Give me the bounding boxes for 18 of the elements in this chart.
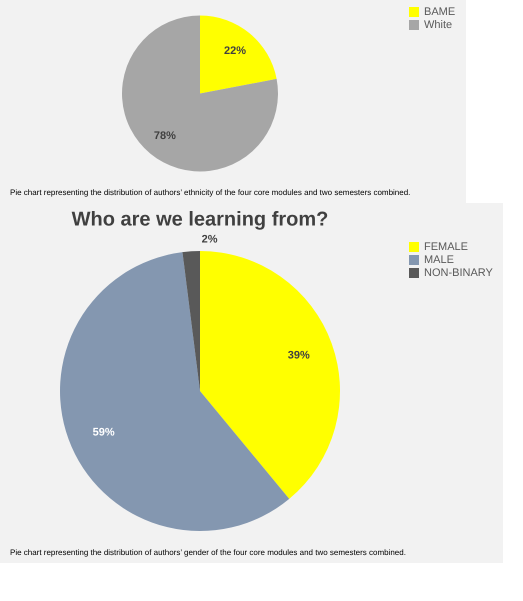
text: Pie chart representing the distribution of authors’ gender of the four core modules and two semesters combined.: [10, 548, 406, 557]
data-label: 39%: [288, 349, 310, 362]
pie-slice: [200, 16, 277, 94]
pie-slice: [182, 251, 200, 391]
pie-slice: [122, 16, 278, 172]
legend-label: FEMALE: [424, 241, 468, 253]
data-label: 78%: [154, 130, 176, 142]
legend-label: White: [424, 19, 452, 31]
data-label: 59%: [92, 426, 115, 439]
data-label: 2%: [202, 233, 218, 246]
legend-label: BAME: [424, 6, 456, 18]
legend-label: NON-BINARY: [424, 267, 494, 279]
data-label: 22%: [224, 45, 246, 58]
pie-slice: [60, 252, 290, 531]
legend-label: MALE: [424, 254, 454, 266]
chart-title: Who are we learning from?: [72, 208, 328, 230]
text: Pie chart representing the distribution of authors’ ethnicity of the four core modules and two semesters combined.: [10, 188, 410, 197]
pie-slice: [200, 251, 340, 499]
